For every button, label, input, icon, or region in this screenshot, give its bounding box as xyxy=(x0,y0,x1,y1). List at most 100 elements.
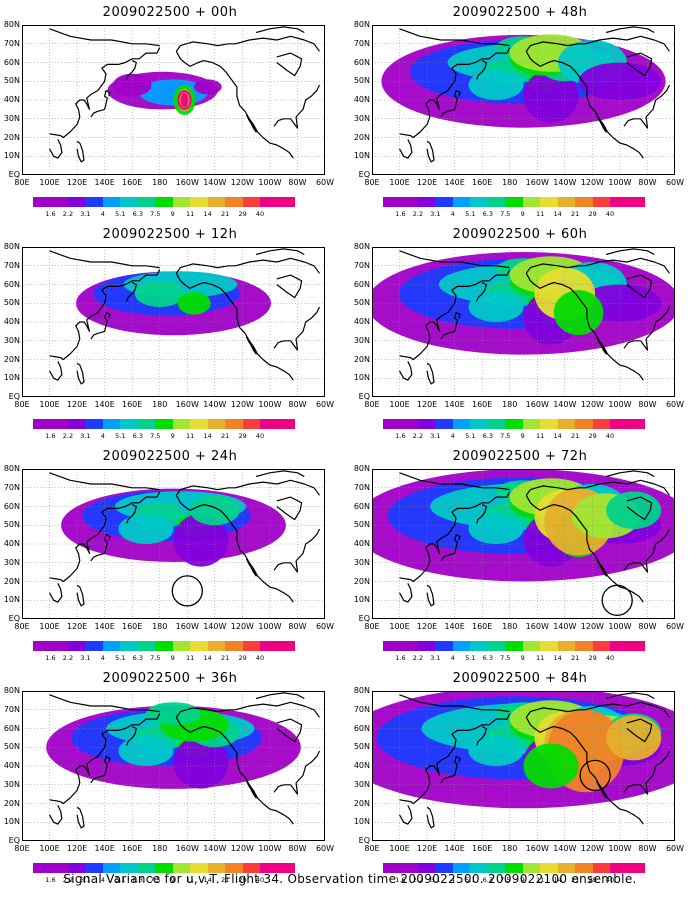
legend-swatch xyxy=(67,863,86,873)
map-panel: 2009022500 + 24h 80N 70N 60N 50N 40N 30N 20N 10N… xyxy=(0,449,340,662)
legend-swatch xyxy=(190,863,208,873)
legend-label: 21 xyxy=(570,432,580,440)
latitude-label: 30N xyxy=(3,779,20,789)
variance-shading xyxy=(468,736,524,766)
legend-label: 21 xyxy=(220,210,230,218)
longitude-label: 100E xyxy=(389,178,410,187)
longitude-label: 100W xyxy=(258,178,282,187)
longitude-label: 140E xyxy=(94,622,115,631)
legend-label: 9 xyxy=(520,210,525,218)
legend-label: 40 xyxy=(605,654,615,662)
longitude-label: 80E xyxy=(364,178,380,187)
legend-label: 14 xyxy=(553,210,562,218)
coastline xyxy=(49,491,161,583)
latitude-label: 30N xyxy=(353,335,370,345)
latitude-label: 10N xyxy=(3,817,20,827)
coastline xyxy=(48,361,63,381)
color-legend xyxy=(383,641,646,651)
legend-swatch xyxy=(592,197,611,207)
legend-swatch xyxy=(50,419,68,429)
longitude-label: 80W xyxy=(638,400,657,409)
legend-label: 1.6 xyxy=(45,432,56,440)
coastline xyxy=(175,495,294,603)
longitude-label: 100E xyxy=(39,622,60,631)
legend-swatch xyxy=(207,197,226,207)
legend-swatch xyxy=(383,197,401,207)
longitude-label: 80W xyxy=(288,400,307,409)
latitude-label: 70N xyxy=(353,482,370,492)
legend-label: 9 xyxy=(170,654,175,662)
coastline xyxy=(398,805,413,825)
coastline xyxy=(595,780,607,799)
map-canvas xyxy=(22,691,325,841)
observation-circle xyxy=(579,759,611,792)
longitude-label: 80E xyxy=(364,844,380,853)
coastline xyxy=(49,472,160,491)
color-legend xyxy=(383,863,646,873)
latitude-label: 10N xyxy=(353,151,370,161)
latitude-label: 30N xyxy=(3,557,20,567)
legend-swatch xyxy=(172,863,191,873)
coastline xyxy=(476,282,487,302)
legend-swatch xyxy=(190,197,208,207)
latitude-label: 40N xyxy=(353,317,370,326)
variance-shading xyxy=(134,280,185,307)
longitude-label: 120W xyxy=(230,622,254,631)
latitude-label: 20N xyxy=(353,798,370,808)
observation-circle xyxy=(171,575,203,607)
legend-swatch xyxy=(33,863,51,873)
legend-swatch xyxy=(277,641,296,651)
legend-swatch xyxy=(225,197,243,207)
legend-label: 11 xyxy=(536,876,545,884)
variance-shading xyxy=(146,702,201,725)
longitude-label: 120E xyxy=(416,178,438,187)
legend-swatch xyxy=(470,197,488,207)
legend-label: 3.1 xyxy=(430,654,441,662)
legend-label: 29 xyxy=(238,654,247,662)
legend-swatch xyxy=(452,641,471,651)
coastline xyxy=(49,713,161,805)
legend-swatch xyxy=(137,197,156,207)
longitude-label: 120E xyxy=(66,178,88,187)
legend-swatch xyxy=(33,197,51,207)
longitude-label: 60W xyxy=(315,844,335,853)
coastline xyxy=(626,52,653,77)
legend-swatch xyxy=(470,641,488,651)
longitude-label: 80E xyxy=(14,400,30,409)
latitude-label: 30N xyxy=(353,557,370,567)
coastline xyxy=(626,718,653,743)
legend-swatch xyxy=(505,863,523,873)
map-panel: 2009022500 + 12h 80N 70N 60N 50N 40N 30N 20N 10N… xyxy=(0,227,340,440)
coastline xyxy=(235,35,320,52)
longitude-label: 160E xyxy=(472,400,493,409)
legend-label: 4 xyxy=(100,432,105,440)
legend-label: 7.5 xyxy=(150,210,161,218)
legend-swatch xyxy=(120,419,138,429)
longitude-label: 160E xyxy=(122,400,143,409)
legend-swatch xyxy=(610,641,628,651)
map-panel: 2009022500 + 48h 80N 70N 60N 50N 40N 30N 20N 10N… xyxy=(350,5,690,218)
longitude-label: 140E xyxy=(94,178,115,187)
legend-label: 29 xyxy=(588,210,597,218)
legend-label: 40 xyxy=(605,432,615,440)
coastline xyxy=(126,60,137,80)
coastline xyxy=(48,139,63,159)
latitude-label: 70N xyxy=(353,260,370,270)
legend-swatch xyxy=(610,419,628,429)
legend-label: 7.5 xyxy=(500,210,511,218)
panel-title: 2009022500 + 48h xyxy=(452,5,588,20)
legend-label: 3.1 xyxy=(80,654,91,662)
latitude-label: 40N xyxy=(3,539,20,548)
legend-label: 3.1 xyxy=(430,876,441,884)
legend-label: 9 xyxy=(520,876,525,884)
latitude-label: 70N xyxy=(353,38,370,48)
coastline xyxy=(440,533,461,562)
coastline xyxy=(255,26,305,34)
coastline xyxy=(273,750,321,795)
longitude-label: 60W xyxy=(665,844,685,853)
legend-label: 14 xyxy=(553,432,562,440)
variance-shading xyxy=(468,70,524,100)
latitude-label: 70N xyxy=(353,704,370,714)
longitude-label: 80W xyxy=(288,622,307,631)
legend-label: 14 xyxy=(553,654,562,662)
